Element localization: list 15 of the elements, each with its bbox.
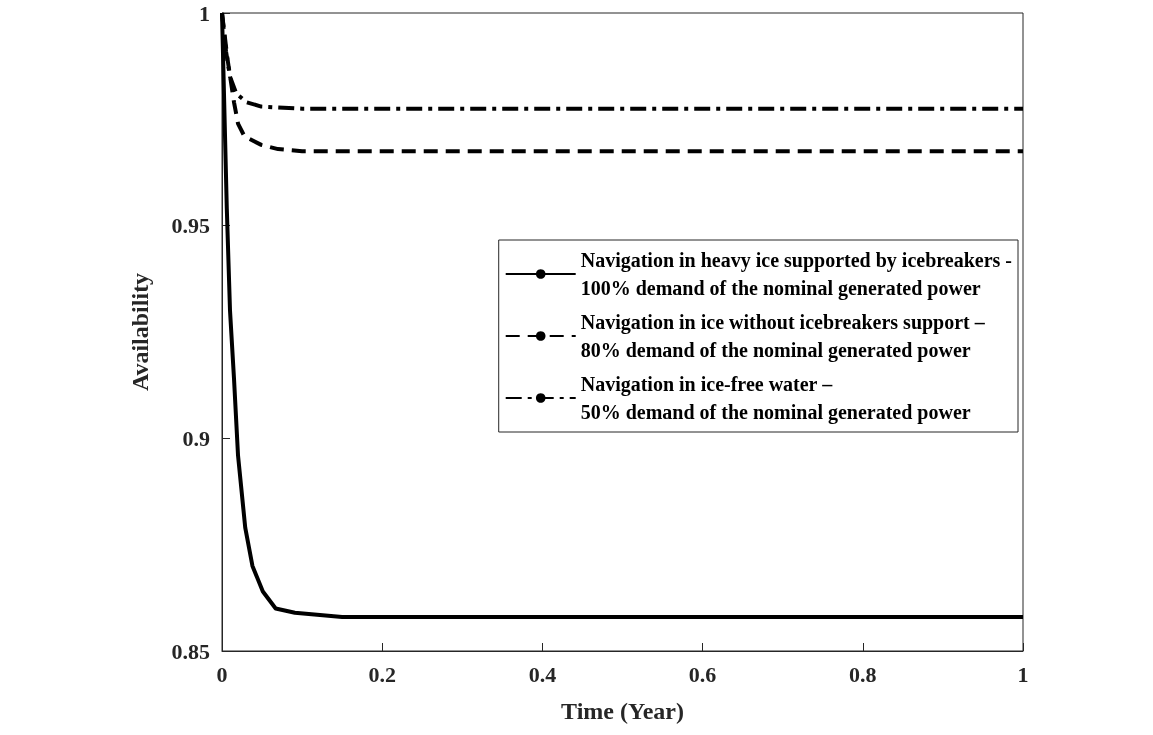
legend-label: Navigation in ice without icebreakers support – 80% demand of the nominal generated power <box>580 311 986 362</box>
y-tick-label: 1 <box>199 0 210 26</box>
x-tick-label: 0.8 <box>849 661 877 687</box>
x-tick-label: 0.4 <box>528 661 557 687</box>
y-tick-label: 0.9 <box>182 425 210 451</box>
y-tick-label: 0.85 <box>171 638 210 664</box>
y-tick-label: 0.95 <box>171 213 210 239</box>
x-tick-label: 0.2 <box>368 661 396 687</box>
x-tick-label: 1 <box>1017 661 1029 687</box>
y-axis-title: Availability <box>127 272 153 392</box>
legend-label: Navigation in heavy ice supported by icebreakers - 100% demand of the nominal generated power <box>580 249 1013 300</box>
legend-label: Navigation in ice-free water – 50% demand of the nominal generated power <box>580 373 971 424</box>
x-tick-label: 0 <box>216 661 228 687</box>
x-axis-title: Time (Year) <box>561 698 684 724</box>
x-tick-label: 0.6 <box>688 661 717 687</box>
